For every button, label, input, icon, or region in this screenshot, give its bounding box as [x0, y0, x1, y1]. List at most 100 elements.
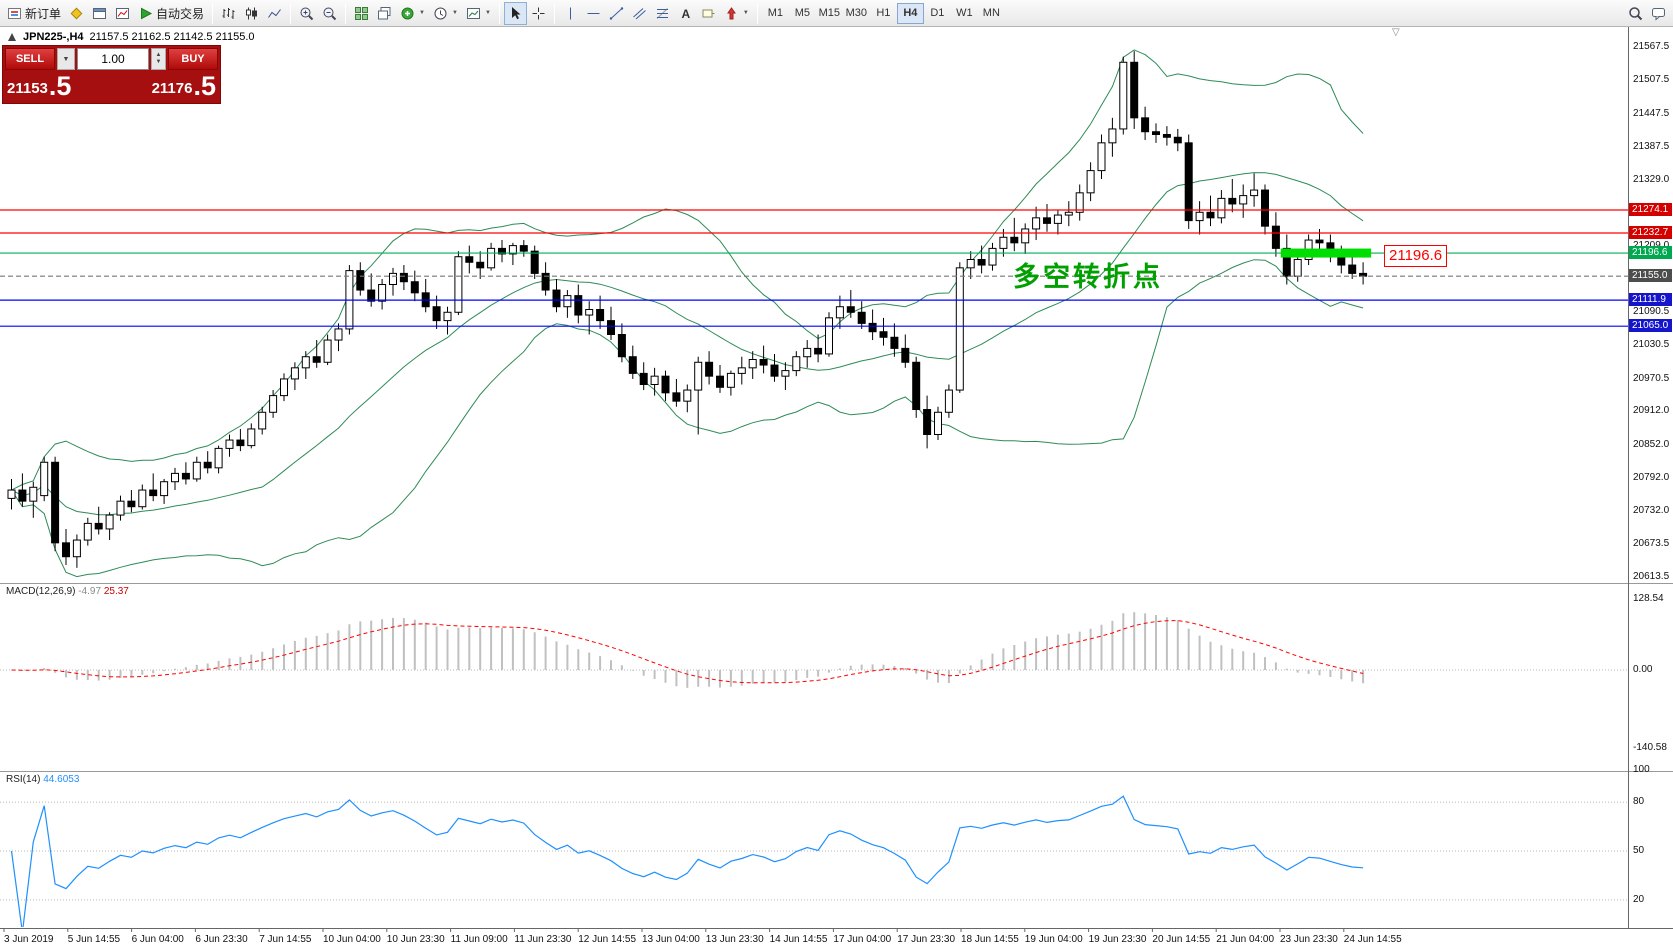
- bull-candle: [563, 295, 572, 308]
- vertical-line-icon: [563, 6, 578, 21]
- zoom-in-button[interactable]: [295, 2, 318, 25]
- metaeditor-icon: [69, 6, 84, 21]
- new-order-icon: [7, 6, 22, 21]
- bull-candle: [944, 389, 953, 413]
- cascade-windows-icon: [377, 6, 392, 21]
- buy-button[interactable]: BUY: [168, 48, 218, 70]
- text-icon: A: [678, 6, 693, 21]
- chart-ohlc-values: 21157.5 21162.5 21142.5 21155.0: [89, 31, 255, 43]
- bear-candle: [530, 250, 539, 274]
- bear-candle: [846, 306, 855, 313]
- bull-candle: [803, 347, 812, 358]
- zoom-out-button[interactable]: [318, 2, 341, 25]
- data-window-button[interactable]: [88, 2, 111, 25]
- bear-candle: [879, 331, 888, 338]
- bull-candle: [323, 339, 332, 363]
- new-order-label: 新订单: [25, 6, 62, 21]
- indicators-button[interactable]: ▼: [396, 2, 429, 25]
- label-icon: [701, 6, 716, 21]
- arrows-button[interactable]: ▼: [720, 2, 753, 25]
- timeframe-h1[interactable]: H1: [870, 3, 897, 24]
- chart-annotation[interactable]: 多空转折点: [1013, 262, 1163, 292]
- volume-dropdown-button[interactable]: ▼: [57, 48, 75, 70]
- bull-candle: [508, 245, 517, 255]
- timeframe-mn[interactable]: MN: [978, 3, 1005, 24]
- main-pane: [0, 49, 1628, 578]
- volume-input[interactable]: [77, 48, 149, 70]
- fibonacci-button[interactable]: [651, 2, 674, 25]
- label-tool-button[interactable]: [697, 2, 720, 25]
- chat-button[interactable]: [1647, 2, 1670, 25]
- toolbar-separator: [345, 2, 347, 24]
- timeframe-w1[interactable]: W1: [951, 3, 978, 24]
- bull-candle: [301, 356, 310, 369]
- timeframe-m5[interactable]: M5: [789, 3, 816, 24]
- trendline-icon: [609, 6, 624, 21]
- crosshair-button[interactable]: [527, 2, 550, 25]
- autotrading-play-icon: [138, 6, 153, 21]
- chart-shift-marker[interactable]: ▽: [1392, 27, 1400, 38]
- bear-candle: [498, 247, 506, 255]
- timeframe-m15[interactable]: M15: [816, 3, 843, 24]
- volume-stepper[interactable]: ▲ ▼: [151, 48, 166, 70]
- timeframe-d1[interactable]: D1: [924, 3, 951, 24]
- autotrading-button[interactable]: 自动交易: [134, 2, 208, 25]
- new-chart-button[interactable]: [111, 2, 134, 25]
- bear-candle: [868, 322, 877, 333]
- price-axis[interactable]: [1628, 27, 1673, 928]
- timeframe-m30[interactable]: M30: [843, 3, 870, 24]
- horizontal-line-button[interactable]: [582, 2, 605, 25]
- bull-candle: [247, 428, 256, 447]
- candlestick-icon: [244, 6, 259, 21]
- bull-candle: [225, 439, 234, 449]
- chevron-down-icon: ▼: [451, 10, 458, 16]
- bear-candle: [1152, 131, 1160, 136]
- timeframe-h4[interactable]: H4: [896, 2, 924, 24]
- trendline-button[interactable]: [605, 2, 628, 25]
- price-callout[interactable]: 21196.6: [1384, 245, 1448, 267]
- data-window-icon: [92, 6, 107, 21]
- bear-candle: [51, 461, 60, 544]
- sell-button[interactable]: SELL: [5, 48, 55, 70]
- time-axis[interactable]: [0, 928, 1628, 950]
- bar-chart-button[interactable]: [217, 2, 240, 25]
- main-toolbar: 新订单 自动交易: [0, 0, 1673, 27]
- templates-button[interactable]: ▼: [462, 2, 495, 25]
- metaeditor-button[interactable]: [65, 2, 88, 25]
- bull-candle: [1097, 142, 1106, 172]
- text-tool-button[interactable]: A: [674, 2, 697, 25]
- bull-candle: [1032, 217, 1041, 230]
- search-button[interactable]: [1624, 2, 1647, 25]
- new-order-button[interactable]: 新订单: [3, 2, 65, 25]
- bull-candle: [748, 359, 757, 369]
- cursor-button[interactable]: [503, 1, 527, 25]
- line-chart-button[interactable]: [263, 2, 286, 25]
- candlestick-button[interactable]: [240, 2, 263, 25]
- bear-candle: [149, 489, 158, 497]
- bull-candle: [694, 361, 703, 391]
- bear-candle: [312, 356, 321, 363]
- bear-candle: [857, 311, 866, 324]
- timeframe-m1[interactable]: M1: [762, 3, 789, 24]
- tile-windows-button[interactable]: [350, 2, 373, 25]
- bear-candle: [1282, 247, 1291, 277]
- chevron-down-icon: ▼: [155, 59, 162, 65]
- rsi-pane: [0, 795, 1628, 927]
- turning-point-highlight[interactable]: [1280, 248, 1372, 258]
- bear-candle: [596, 309, 605, 322]
- horizontal-line-icon: [586, 6, 601, 21]
- bull-candle: [171, 472, 179, 483]
- sell-price: 21153 .5: [7, 73, 71, 100]
- cascade-windows-button[interactable]: [373, 2, 396, 25]
- bear-candle: [181, 472, 190, 480]
- periods-button[interactable]: ▼: [429, 2, 462, 25]
- channel-button[interactable]: [628, 2, 651, 25]
- vertical-line-button[interactable]: [559, 2, 582, 25]
- bear-candle: [94, 522, 103, 530]
- bull-candle: [737, 367, 746, 374]
- toolbar-separator: [498, 2, 500, 24]
- bear-candle: [639, 372, 648, 385]
- bull-candle: [1239, 195, 1248, 205]
- bull-candle: [258, 411, 267, 430]
